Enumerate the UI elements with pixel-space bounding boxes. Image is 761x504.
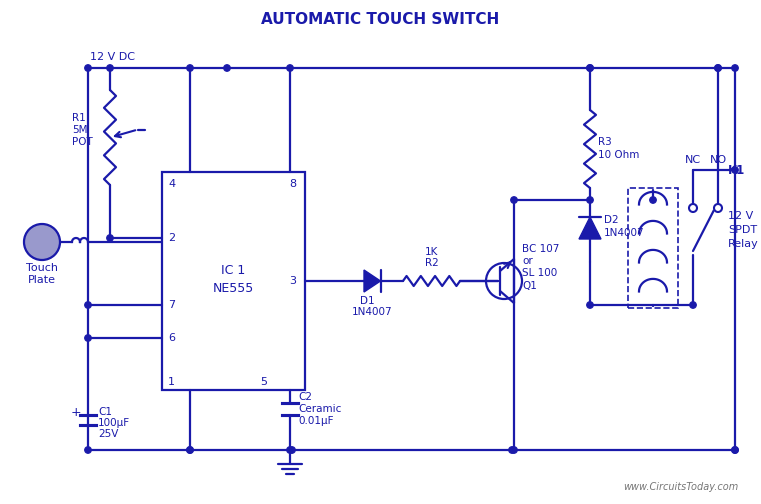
- Circle shape: [650, 197, 656, 203]
- Circle shape: [84, 302, 91, 308]
- Text: Ceramic: Ceramic: [298, 404, 342, 414]
- Text: www.CircuitsToday.com: www.CircuitsToday.com: [622, 482, 738, 492]
- Text: R1: R1: [72, 113, 86, 123]
- Text: 10 Ohm: 10 Ohm: [598, 150, 639, 160]
- Text: +: +: [71, 407, 81, 419]
- Text: Touch: Touch: [26, 263, 58, 273]
- Text: 0.01μF: 0.01μF: [298, 416, 333, 426]
- Text: R2: R2: [425, 258, 438, 268]
- Text: D2: D2: [604, 215, 619, 225]
- Circle shape: [714, 204, 722, 212]
- Circle shape: [287, 65, 293, 71]
- Text: Q1: Q1: [522, 281, 537, 291]
- Circle shape: [289, 447, 295, 453]
- Text: 6: 6: [168, 333, 175, 343]
- Text: 1K: 1K: [425, 247, 438, 257]
- Circle shape: [732, 65, 738, 71]
- Circle shape: [689, 302, 696, 308]
- Text: C2: C2: [298, 392, 312, 402]
- Circle shape: [689, 204, 697, 212]
- Text: or: or: [522, 256, 533, 266]
- Text: NE555: NE555: [213, 283, 254, 295]
- Circle shape: [511, 197, 517, 203]
- Text: NO: NO: [709, 155, 727, 165]
- Bar: [162, 172, 305, 390]
- Circle shape: [107, 235, 113, 241]
- Polygon shape: [579, 217, 601, 239]
- Circle shape: [715, 65, 721, 71]
- Text: 1N4007: 1N4007: [352, 307, 393, 317]
- Circle shape: [224, 65, 230, 71]
- Text: 5M: 5M: [72, 125, 88, 135]
- Text: NC: NC: [685, 155, 701, 165]
- Circle shape: [511, 447, 517, 453]
- Text: 2: 2: [168, 233, 175, 243]
- Text: 8: 8: [289, 179, 296, 189]
- Circle shape: [24, 224, 60, 260]
- Text: 100μF: 100μF: [98, 418, 130, 428]
- Circle shape: [587, 65, 594, 71]
- Text: 4: 4: [168, 179, 175, 189]
- Text: POT: POT: [72, 137, 93, 147]
- Circle shape: [84, 447, 91, 453]
- Text: 12 V DC: 12 V DC: [90, 52, 135, 62]
- Circle shape: [84, 335, 91, 341]
- Text: SL 100: SL 100: [522, 268, 557, 278]
- Text: R3: R3: [598, 137, 612, 147]
- Text: 7: 7: [168, 300, 175, 310]
- Circle shape: [587, 302, 594, 308]
- Text: BC 107: BC 107: [522, 244, 559, 254]
- Text: C1: C1: [98, 407, 112, 417]
- Text: IC 1: IC 1: [221, 265, 246, 278]
- Text: 25V: 25V: [98, 429, 119, 439]
- Circle shape: [732, 167, 738, 173]
- Text: D1: D1: [360, 296, 374, 306]
- Circle shape: [509, 447, 515, 453]
- Text: 1: 1: [168, 377, 175, 387]
- Circle shape: [186, 65, 193, 71]
- Polygon shape: [364, 270, 380, 292]
- Circle shape: [715, 65, 721, 71]
- Text: K1: K1: [728, 163, 745, 176]
- Circle shape: [186, 447, 193, 453]
- Circle shape: [84, 65, 91, 71]
- Text: 5: 5: [260, 377, 267, 387]
- Circle shape: [186, 447, 193, 453]
- Circle shape: [107, 65, 113, 71]
- Circle shape: [732, 447, 738, 453]
- Circle shape: [587, 197, 594, 203]
- Text: 1N4007: 1N4007: [604, 228, 645, 238]
- Text: AUTOMATIC TOUCH SWITCH: AUTOMATIC TOUCH SWITCH: [261, 13, 499, 28]
- Text: 3: 3: [289, 276, 296, 286]
- Circle shape: [587, 65, 594, 71]
- Circle shape: [732, 447, 738, 453]
- Circle shape: [287, 447, 293, 453]
- Text: Plate: Plate: [28, 275, 56, 285]
- Text: 12 V
SPDT
Relay: 12 V SPDT Relay: [728, 211, 759, 249]
- Bar: [628, 188, 678, 308]
